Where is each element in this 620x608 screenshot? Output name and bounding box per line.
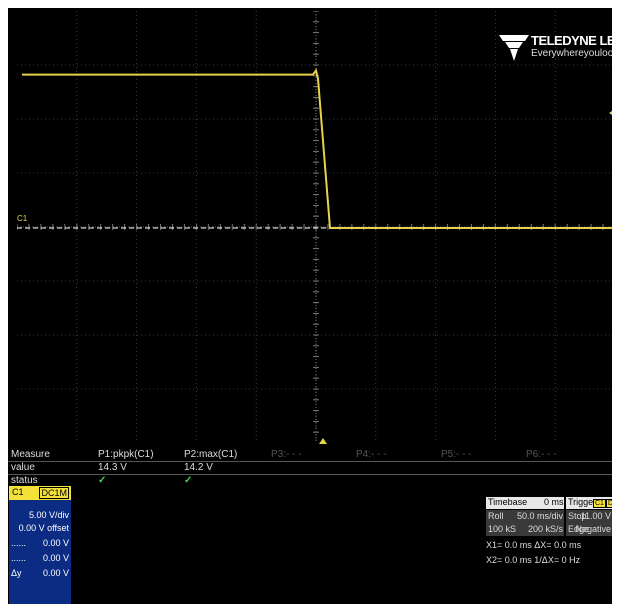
trigger-slope: Negative bbox=[575, 524, 611, 534]
timebase-sample-rate: 200 kS/s bbox=[527, 524, 563, 534]
status-row-label: status bbox=[11, 475, 38, 486]
measure-p2-value: 14.2 V bbox=[184, 462, 213, 473]
measure-table: Measure P1:pkpk(C1) P2:max(C1) P3:- - - … bbox=[8, 449, 612, 487]
channel-c1-body: 5.00 V/div 0.00 V offset ...... 0.00 V .… bbox=[9, 500, 71, 604]
channel-name: C1 bbox=[12, 487, 24, 497]
oscilloscope-screen: TELEDYNE LECROY Everywhereyoulook™ C1 Me… bbox=[8, 8, 612, 604]
teledyne-logo-icon bbox=[499, 35, 529, 61]
delta-y-label: Δy bbox=[11, 568, 22, 578]
value-row-label: value bbox=[11, 462, 35, 473]
channel-offset: 0.00 V offset bbox=[18, 523, 69, 533]
measure-value-row: value 14.3 V 14.2 V bbox=[8, 462, 612, 475]
measure-p1-header[interactable]: P1:pkpk(C1) bbox=[98, 449, 154, 460]
trigger-title: Trigger bbox=[568, 497, 597, 507]
channel-c1-trace bbox=[22, 68, 612, 229]
cursor-2-label: ...... bbox=[11, 553, 27, 563]
measure-p2-status-check-icon: ✓ bbox=[184, 475, 193, 486]
measure-header-row: Measure P1:pkpk(C1) P2:max(C1) P3:- - - … bbox=[8, 449, 612, 462]
teledyne-lecroy-logo: TELEDYNE LECROY Everywhereyoulook™ bbox=[497, 29, 612, 69]
measure-label: Measure bbox=[11, 449, 50, 460]
trigger-state: Stop bbox=[568, 511, 587, 521]
trigger-time-marker[interactable] bbox=[319, 438, 327, 444]
measure-p2-header[interactable]: P2:max(C1) bbox=[184, 449, 238, 460]
cursor-1-value: 0.00 V bbox=[42, 538, 69, 548]
measure-p5-header[interactable]: P5:- - - bbox=[441, 449, 472, 460]
trigger-body[interactable] bbox=[566, 510, 612, 536]
cursor-x1-readout: X1= 0.0 ms ΔX= 0.0 ms bbox=[486, 540, 582, 550]
cursor-x2-readout: X2= 0.0 ms 1/ΔX= 0 Hz bbox=[486, 555, 581, 565]
timebase-delay: 0 ms bbox=[544, 497, 564, 507]
trigger-level-marker[interactable] bbox=[609, 109, 612, 117]
cursor-1-label: ...... bbox=[11, 538, 27, 548]
trigger-level: 11.00 V bbox=[580, 511, 611, 521]
timebase-mode: Roll bbox=[488, 511, 504, 521]
channel-ground-marker[interactable]: C1 bbox=[17, 214, 28, 223]
logo-tagline: Everywhereyoulook™ bbox=[531, 48, 612, 59]
timebase-title: Timebase bbox=[488, 497, 528, 507]
timebase-samples: 100 kS bbox=[488, 524, 517, 534]
measure-p3-header[interactable]: P3:- - - bbox=[271, 449, 302, 460]
measure-status-row: status ✓ ✓ bbox=[8, 475, 612, 487]
logo-brand-text: TELEDYNE LECROY bbox=[531, 33, 612, 48]
timebase-tdiv: 50.0 ms/div bbox=[516, 511, 563, 521]
timebase-body[interactable] bbox=[486, 510, 564, 536]
measure-p1-value: 14.3 V bbox=[98, 462, 127, 473]
measure-p4-header[interactable]: P4:- - - bbox=[356, 449, 387, 460]
cursor-2-value: 0.00 V bbox=[42, 553, 69, 563]
trigger-type: Edge bbox=[568, 524, 590, 534]
delta-y-value: 0.00 V bbox=[42, 568, 69, 578]
channel-c1-header: C1 DC1M bbox=[9, 486, 71, 500]
waveform-grid bbox=[17, 11, 612, 443]
channel-c1-descriptor[interactable]: C1 DC1M 5.00 V/div 0.00 V offset ...... … bbox=[8, 486, 72, 604]
waveform-display[interactable]: TELEDYNE LECROY Everywhereyoulook™ C1 bbox=[17, 11, 612, 444]
measure-p1-status-check-icon: ✓ bbox=[98, 475, 107, 486]
measure-p6-header[interactable]: P6:- - - bbox=[526, 449, 557, 460]
channel-coupling-badge: DC1M bbox=[39, 487, 69, 499]
timebase-header[interactable] bbox=[486, 497, 564, 509]
channel-volts-per-div: 5.00 V/div bbox=[28, 510, 69, 520]
